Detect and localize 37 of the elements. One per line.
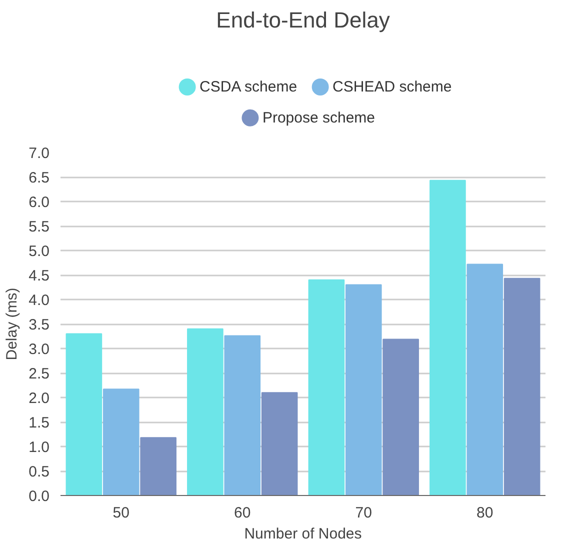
- bar: [224, 335, 261, 496]
- legend-label: Propose scheme: [262, 109, 376, 126]
- chart-title: End-to-End Delay: [216, 8, 390, 32]
- y-tick-label: 5.0: [28, 243, 50, 260]
- y-tick-label: 1.5: [28, 414, 50, 432]
- y-tick-label: 4.5: [28, 268, 50, 284]
- y-tick-label: 3.0: [28, 341, 50, 358]
- bar: [504, 278, 540, 496]
- bar: [430, 180, 466, 496]
- bar: [102, 388, 140, 496]
- y-tick-label: 4.0: [28, 292, 50, 309]
- y-tick-label: 6.5: [28, 170, 50, 186]
- y-tick-label: 6.0: [28, 194, 50, 211]
- y-tick-label: 3.5: [28, 316, 50, 334]
- y-tick-label: 5.5: [28, 218, 50, 236]
- bar: [345, 284, 382, 496]
- legend-label: CSDA scheme: [200, 78, 298, 96]
- legend-label: CSHEAD scheme: [332, 78, 452, 96]
- bar: [466, 264, 504, 496]
- bar: [140, 437, 176, 496]
- bar: [66, 333, 102, 496]
- y-tick-label: 7.0: [28, 145, 50, 162]
- y-tick-label: 0.5: [28, 464, 50, 480]
- y-axis-title: Delay (ms): [4, 288, 21, 360]
- y-tick-label: 1.0: [28, 439, 50, 456]
- bar: [187, 328, 224, 496]
- y-tick-label: 0.0: [28, 488, 50, 505]
- bar: [261, 392, 298, 496]
- bar: [308, 279, 345, 496]
- x-tick-label: 50: [112, 504, 130, 522]
- x-tick-label: 80: [476, 504, 494, 522]
- y-tick-label: 2.0: [28, 390, 50, 407]
- bar: [382, 338, 419, 496]
- x-tick-label: 70: [355, 504, 372, 522]
- y-tick-label: 2.5: [28, 366, 50, 382]
- x-axis-title: Number of Nodes: [244, 526, 362, 542]
- x-tick-label: 60: [234, 504, 251, 522]
